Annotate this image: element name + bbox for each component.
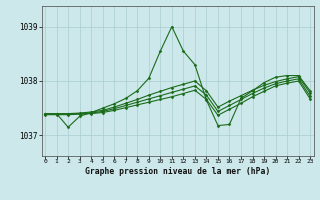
- X-axis label: Graphe pression niveau de la mer (hPa): Graphe pression niveau de la mer (hPa): [85, 167, 270, 176]
